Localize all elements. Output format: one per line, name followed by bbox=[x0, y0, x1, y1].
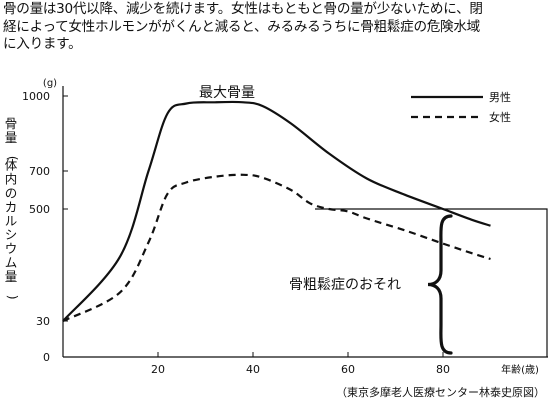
series-line-female bbox=[62, 173, 491, 322]
y-axis-label: 骨量(体内のカルシウム量) bbox=[5, 116, 21, 300]
intro-line: 経によって女性ホルモンががくんと減ると、みるみるうちに骨粗鬆症の危険水域 bbox=[3, 18, 480, 35]
risk-threshold-line bbox=[315, 208, 548, 357]
y-tick-label: 1000 bbox=[22, 90, 50, 103]
y-tick-label: 500 bbox=[29, 203, 50, 216]
y-tick-label: 30 bbox=[36, 315, 50, 328]
intro-text: 骨の量は30代以降、減少を続けます。女性はもともと骨の量が少ないために、閉 経に… bbox=[3, 1, 548, 54]
peak-label: 最大骨量 bbox=[199, 85, 255, 101]
y-unit-label: (g) bbox=[43, 78, 57, 89]
source-note: （東京多摩老人医療センター林泰史原図） bbox=[336, 385, 545, 399]
legend-label-female: 女性 bbox=[489, 110, 511, 124]
y-tick-label: 700 bbox=[29, 165, 50, 178]
legend-label-male: 男性 bbox=[489, 90, 511, 104]
x-axis-label: 年齢(歳) bbox=[501, 363, 539, 376]
x-tick-label: 60 bbox=[341, 363, 355, 376]
x-tick-label: 80 bbox=[436, 363, 450, 376]
x-tick-label: 40 bbox=[246, 363, 260, 376]
y-tick-label: 0 bbox=[43, 351, 50, 364]
risk-brace bbox=[427, 214, 453, 355]
x-tick-label: 20 bbox=[151, 363, 165, 376]
intro-line: に入ります。 bbox=[3, 36, 82, 52]
risk-label: 骨粗鬆症のおそれ bbox=[289, 277, 401, 293]
series-line-male bbox=[62, 100, 491, 322]
intro-line: 骨の量は30代以降、減少を続けます。女性はもともと骨の量が少ないために、閉 bbox=[3, 1, 483, 17]
